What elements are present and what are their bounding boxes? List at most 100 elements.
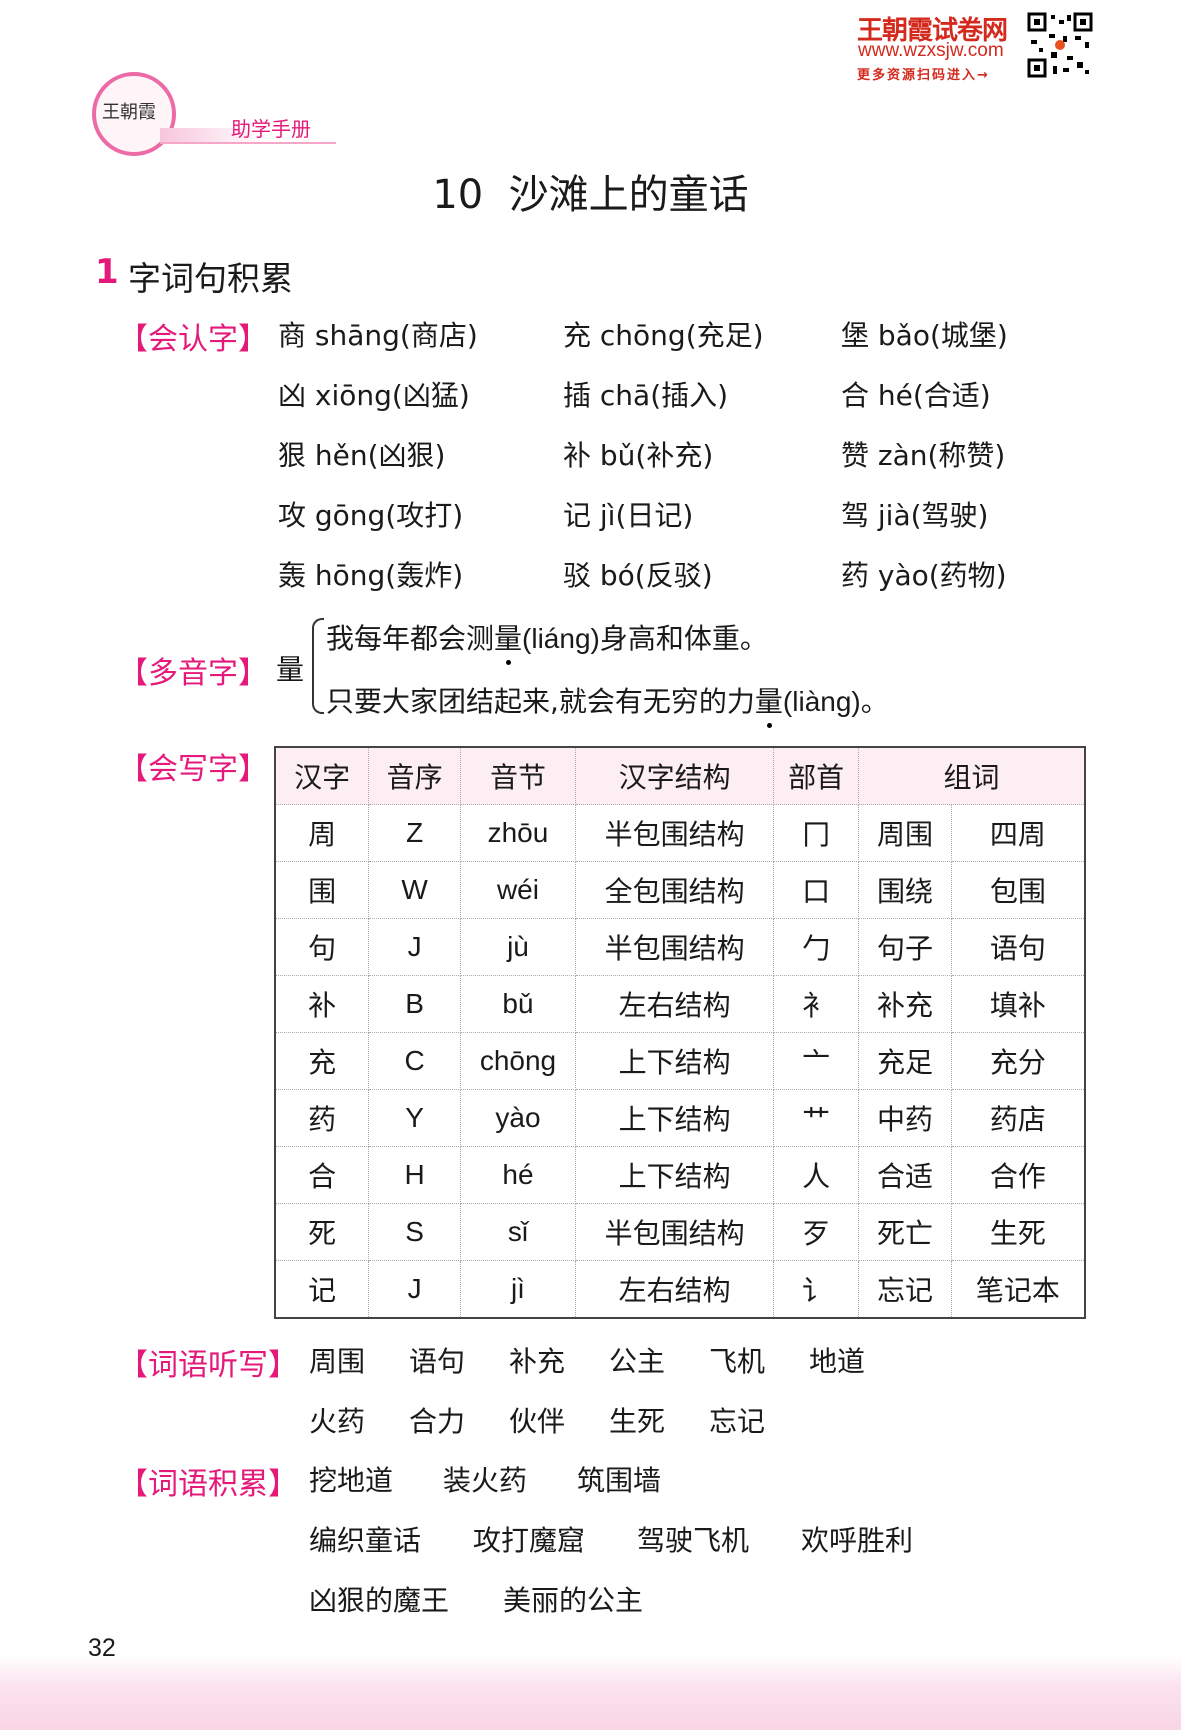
cell-word-1: 合适 xyxy=(858,1146,952,1204)
accumulate-word: 驾驶飞机 xyxy=(637,1524,750,1557)
header-zuci: 组词 xyxy=(858,746,1086,805)
cell-yinxu: W xyxy=(368,861,462,919)
header-yinxu: 音序 xyxy=(368,746,462,805)
accumulate-word: 筑围墙 xyxy=(577,1464,662,1497)
cell-word-1: 补充 xyxy=(858,975,952,1033)
cell-bushou: 勹 xyxy=(773,918,860,976)
cell-yinjie: yào xyxy=(460,1089,576,1147)
cell-yinjie: zhōu xyxy=(460,804,576,862)
qr-code-icon[interactable] xyxy=(1027,12,1093,78)
logo-text: 王朝霞 xyxy=(102,102,156,123)
accumulate-label: 【词语积累】 xyxy=(118,1467,298,1502)
table-header-row: 汉字 音序 音节 汉字结构 部首 组词 xyxy=(274,746,1086,805)
recognize-item: 药 yào(药物) xyxy=(841,559,1007,592)
cell-yinjie: hé xyxy=(460,1146,576,1204)
brand-url[interactable]: www.wzxsjw.com xyxy=(858,40,1004,61)
header-bushou: 部首 xyxy=(773,746,860,805)
polyphone-sentence-1: 我每年都会测量(liáng)身高和体重。 xyxy=(326,622,768,655)
cell-yinxu: J xyxy=(368,1260,462,1319)
cell-yinjie: jù xyxy=(460,918,576,976)
cell-yinjie: bǔ xyxy=(460,975,576,1033)
recognize-item: 凶 xiōng(凶猛) xyxy=(278,379,470,412)
cell-word-2: 填补 xyxy=(950,975,1086,1033)
section-title: 字词句积累 xyxy=(128,259,293,298)
header-hanzi: 汉字 xyxy=(274,746,370,805)
accumulate-word: 装火药 xyxy=(443,1464,528,1497)
brace-icon xyxy=(312,618,324,714)
cell-hanzi: 记 xyxy=(274,1260,370,1319)
header-jiegou: 汉字结构 xyxy=(574,746,775,805)
dictation-word: 合力 xyxy=(409,1405,466,1438)
cell-word-2: 笔记本 xyxy=(950,1260,1086,1319)
recognize-item: 驾 jià(驾驶) xyxy=(841,499,989,532)
section-number: 1 xyxy=(95,252,119,292)
cell-bushou: 讠 xyxy=(773,1260,860,1319)
recognize-item: 赞 zàn(称赞) xyxy=(841,439,1006,472)
cell-hanzi: 补 xyxy=(274,975,370,1033)
dictation-word: 地道 xyxy=(809,1345,866,1378)
recognize-item: 轰 hōng(轰炸) xyxy=(278,559,464,592)
cell-jiegou: 左右结构 xyxy=(574,975,775,1033)
accumulate-word: 美丽的公主 xyxy=(503,1584,644,1617)
cell-hanzi: 句 xyxy=(274,918,370,976)
cell-bushou: 衤 xyxy=(773,975,860,1033)
accumulate-word: 编织童话 xyxy=(309,1524,422,1557)
recognize-item: 补 bǔ(补充) xyxy=(563,439,714,472)
footer-band xyxy=(0,1656,1181,1730)
write-label: 【会写字】 xyxy=(118,752,268,787)
cell-jiegou: 上下结构 xyxy=(574,1089,775,1147)
dictation-word: 周围 xyxy=(309,1345,366,1378)
brand-name: 王朝霞试卷网 xyxy=(857,16,1008,46)
brand-more: 更多资源扫码进入→ xyxy=(857,68,990,83)
dictation-word: 补充 xyxy=(509,1345,566,1378)
cell-word-2: 语句 xyxy=(950,918,1086,976)
recognize-item: 记 jì(日记) xyxy=(563,499,694,532)
cell-jiegou: 左右结构 xyxy=(574,1260,775,1319)
recognize-label: 【会认字】 xyxy=(118,322,268,357)
cell-hanzi: 围 xyxy=(274,861,370,919)
dictation-word: 忘记 xyxy=(709,1405,766,1438)
cell-word-1: 周围 xyxy=(858,804,952,862)
dictation-word: 飞机 xyxy=(709,1345,766,1378)
dictation-word: 伙伴 xyxy=(509,1405,566,1438)
recognize-item: 商 shāng(商店) xyxy=(278,319,478,352)
cell-bushou: 人 xyxy=(773,1146,860,1204)
recognize-item: 堡 bǎo(城堡) xyxy=(841,319,1008,352)
cell-bushou: 亠 xyxy=(773,1032,860,1090)
accumulate-word: 攻打魔窟 xyxy=(473,1524,586,1557)
polyphone-sentence-2: 只要大家团结起来,就会有无穷的力量(liàng)。 xyxy=(326,685,889,718)
cell-jiegou: 上下结构 xyxy=(574,1146,775,1204)
cell-jiegou: 半包围结构 xyxy=(574,804,775,862)
header-yinjie: 音节 xyxy=(460,746,576,805)
cell-word-2: 药店 xyxy=(950,1089,1086,1147)
cell-jiegou: 半包围结构 xyxy=(574,1203,775,1261)
dictation-word: 公主 xyxy=(609,1345,666,1378)
page-title: 10 沙滩上的童话 xyxy=(432,172,749,218)
dictation-word: 生死 xyxy=(609,1405,666,1438)
polyphone-target: 量 xyxy=(494,622,523,655)
dictation-word: 语句 xyxy=(409,1345,466,1378)
cell-word-1: 围绕 xyxy=(858,861,952,919)
cell-jiegou: 全包围结构 xyxy=(574,861,775,919)
book-name: 助学手册 xyxy=(231,117,311,141)
cell-yinxu: H xyxy=(368,1146,462,1204)
cell-yinjie: jì xyxy=(460,1260,576,1319)
cell-bushou: 口 xyxy=(773,861,860,919)
recognize-item: 驳 bó(反驳) xyxy=(563,559,713,592)
cell-word-1: 充足 xyxy=(858,1032,952,1090)
cell-hanzi: 死 xyxy=(274,1203,370,1261)
cell-yinxu: B xyxy=(368,975,462,1033)
cell-bushou: 歹 xyxy=(773,1203,860,1261)
recognize-item: 狠 hěn(凶狠) xyxy=(278,439,446,472)
cell-yinxu: Z xyxy=(368,804,462,862)
polyphone-label: 【多音字】 xyxy=(118,656,268,691)
cell-jiegou: 上下结构 xyxy=(574,1032,775,1090)
polyphone-char: 量 xyxy=(276,653,305,686)
cell-bushou: 艹 xyxy=(773,1089,860,1147)
